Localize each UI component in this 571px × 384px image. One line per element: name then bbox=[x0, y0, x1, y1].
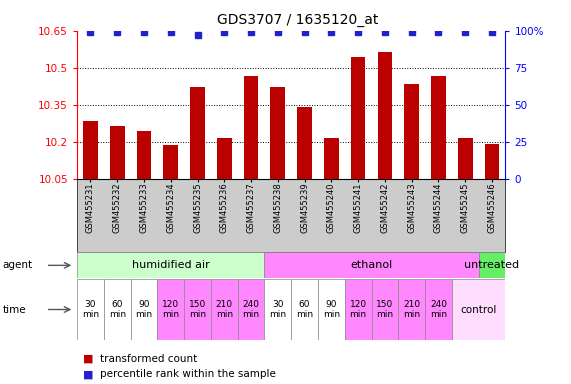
Text: 210
min: 210 min bbox=[403, 300, 420, 319]
Text: 90
min: 90 min bbox=[135, 300, 152, 319]
Bar bbox=[271, 88, 285, 179]
Bar bbox=[217, 138, 232, 179]
Bar bbox=[184, 279, 211, 340]
Bar bbox=[211, 279, 238, 340]
Bar bbox=[238, 279, 264, 340]
Text: control: control bbox=[460, 305, 497, 314]
Bar bbox=[324, 138, 339, 179]
Text: 120
min: 120 min bbox=[349, 300, 367, 319]
Text: humidified air: humidified air bbox=[132, 260, 210, 270]
Text: untreated: untreated bbox=[464, 260, 520, 270]
Text: 30
min: 30 min bbox=[82, 300, 99, 319]
Text: GDS3707 / 1635120_at: GDS3707 / 1635120_at bbox=[217, 13, 379, 27]
Bar bbox=[399, 279, 425, 340]
Text: 210
min: 210 min bbox=[216, 300, 233, 319]
Bar bbox=[431, 76, 446, 179]
Bar bbox=[83, 121, 98, 179]
Text: ■: ■ bbox=[83, 369, 93, 379]
Bar bbox=[163, 145, 178, 179]
Bar bbox=[77, 252, 264, 278]
Text: percentile rank within the sample: percentile rank within the sample bbox=[100, 369, 276, 379]
Text: 240
min: 240 min bbox=[243, 300, 260, 319]
Bar bbox=[452, 279, 505, 340]
Bar bbox=[404, 84, 419, 179]
Bar bbox=[425, 279, 452, 340]
Bar bbox=[104, 279, 131, 340]
Text: 90
min: 90 min bbox=[323, 300, 340, 319]
Bar bbox=[345, 279, 372, 340]
Text: time: time bbox=[3, 305, 26, 314]
Bar bbox=[190, 88, 205, 179]
Bar bbox=[377, 52, 392, 179]
Bar bbox=[158, 279, 184, 340]
Bar bbox=[372, 279, 399, 340]
Text: ethanol: ethanol bbox=[351, 260, 393, 270]
Text: 150
min: 150 min bbox=[189, 300, 206, 319]
Bar bbox=[458, 138, 473, 179]
Bar bbox=[244, 76, 259, 179]
Text: 60
min: 60 min bbox=[296, 300, 313, 319]
Bar bbox=[351, 56, 365, 179]
Bar bbox=[485, 144, 499, 179]
Bar bbox=[264, 279, 291, 340]
Bar bbox=[264, 252, 478, 278]
Text: 30
min: 30 min bbox=[270, 300, 287, 319]
Text: ■: ■ bbox=[83, 354, 93, 364]
Bar bbox=[77, 279, 104, 340]
Bar bbox=[291, 279, 318, 340]
Text: 150
min: 150 min bbox=[376, 300, 393, 319]
Bar bbox=[297, 107, 312, 179]
Text: 240
min: 240 min bbox=[430, 300, 447, 319]
Bar bbox=[131, 279, 158, 340]
Text: agent: agent bbox=[3, 260, 33, 270]
Text: 60
min: 60 min bbox=[108, 300, 126, 319]
Text: 120
min: 120 min bbox=[162, 300, 179, 319]
Bar bbox=[110, 126, 124, 179]
Bar bbox=[478, 252, 505, 278]
Text: transformed count: transformed count bbox=[100, 354, 197, 364]
Bar bbox=[136, 131, 151, 179]
Bar bbox=[318, 279, 345, 340]
